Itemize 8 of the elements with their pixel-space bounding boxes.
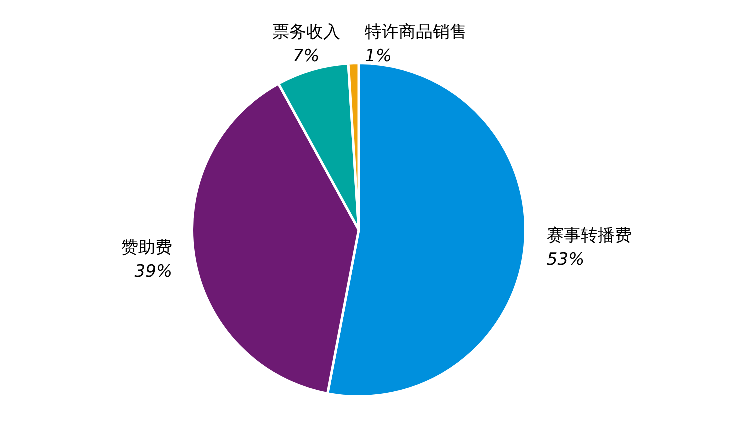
slice-label: 票务收入 bbox=[272, 22, 340, 43]
data-label: 1% bbox=[365, 46, 392, 67]
data-label: 53% bbox=[546, 250, 585, 270]
slice-label: 赛事转播费 bbox=[546, 226, 632, 246]
data-label: 39% bbox=[134, 262, 173, 282]
data-label: 7% bbox=[292, 46, 320, 67]
slice-label: 特许商品销售 bbox=[365, 22, 467, 43]
slice-label: 赞助费 bbox=[122, 238, 173, 258]
